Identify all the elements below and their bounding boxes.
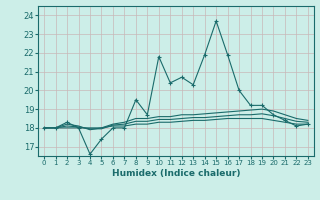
X-axis label: Humidex (Indice chaleur): Humidex (Indice chaleur) [112, 169, 240, 178]
